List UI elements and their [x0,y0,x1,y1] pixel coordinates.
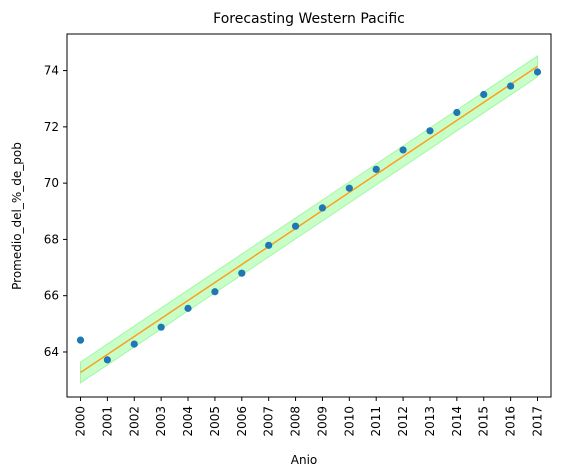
data-point [507,82,515,90]
forecast-line [80,65,538,374]
x-tick-label: 2017 [531,406,545,437]
x-tick-label: 2015 [477,406,491,437]
x-axis-label: Anio [291,453,318,467]
data-point [291,222,300,230]
x-tick-label: 2007 [262,406,276,437]
y-tick-label: 72 [44,120,59,134]
data-point [157,323,165,331]
x-tick-label: 2006 [235,406,249,437]
x-tick-label: 2016 [504,406,518,437]
data-point [211,288,219,296]
data-point [238,269,246,277]
data-point [399,146,407,154]
x-tick-label: 2013 [423,406,437,437]
forecast-line-layer [80,65,538,374]
x-tick-label: 2011 [369,406,383,437]
x-tick-label: 2009 [315,406,329,437]
y-tick-label: 70 [44,176,59,190]
data-point [426,127,434,135]
data-point [103,356,111,364]
data-point [184,304,192,312]
data-point [372,165,380,173]
x-tick-label: 2008 [289,406,303,437]
x-tick-label: 2012 [396,406,410,437]
x-tick-label: 2010 [342,406,356,437]
data-point [453,108,461,117]
data-point [318,204,327,212]
data-point [533,68,542,76]
x-tick-label: 2003 [154,406,168,437]
y-tick-label: 68 [44,232,59,246]
y-tick-label: 74 [44,64,59,78]
plot-frame [66,33,552,398]
x-axis: 2000 2001 2002 2003 2004 2005 2006 2007 2008 2009… [74,397,545,437]
data-point [345,184,353,192]
data-point [130,340,138,348]
x-tick-label: 2005 [208,406,222,437]
x-tick-label: 2014 [450,406,464,437]
x-tick-label: 2001 [100,406,114,437]
plot-area [66,33,552,398]
data-point [265,241,273,249]
data-point [480,90,488,99]
data-point [76,336,85,344]
x-tick-label: 2002 [127,406,141,437]
y-axis: 64 66 68 70 72 74 [44,64,67,359]
x-tick-label: 2000 [74,406,88,437]
chart-title: Forecasting Western Pacific [213,11,405,27]
y-axis-label: Promedio_del_%_de_pob [10,142,24,290]
y-tick-label: 66 [44,289,59,303]
y-tick-label: 64 [44,345,59,359]
data-points-layer [76,68,542,364]
x-tick-label: 2004 [181,406,195,437]
